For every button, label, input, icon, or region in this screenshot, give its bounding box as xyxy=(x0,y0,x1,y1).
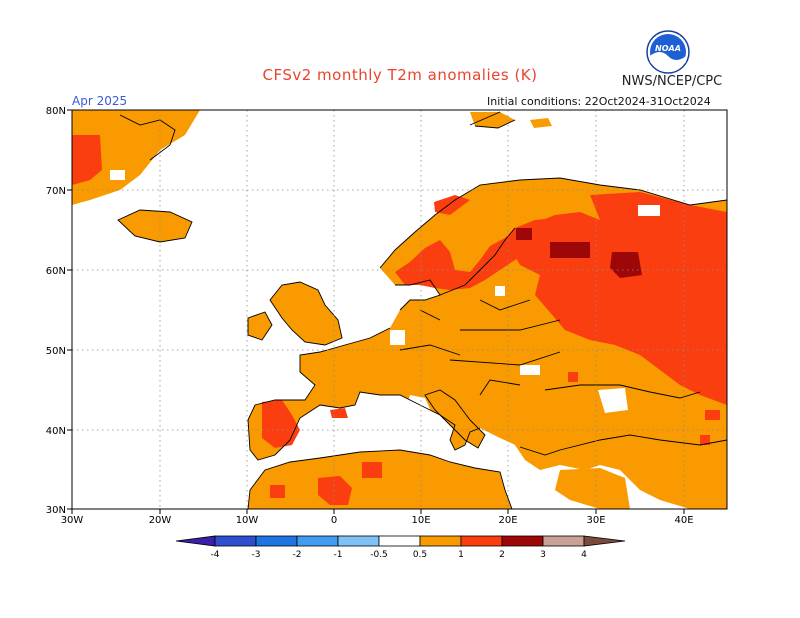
coastlines xyxy=(117,111,727,509)
colorbar-swatch xyxy=(337,535,380,547)
anomaly-fill-neutral xyxy=(110,170,660,502)
colorbar-label: 3 xyxy=(540,550,546,560)
lon-label: 40E xyxy=(674,515,693,526)
colorbar-label: -2 xyxy=(293,550,302,560)
colorbar-label: 0.5 xyxy=(413,550,427,560)
svg-text:NOAA: NOAA xyxy=(655,44,681,53)
colorbar-swatch xyxy=(296,535,339,547)
colorbar-swatch xyxy=(175,535,216,547)
lon-label: 30W xyxy=(61,515,84,526)
lon-label: 10W xyxy=(236,515,259,526)
colorbar-swatch xyxy=(542,535,585,547)
lat-label: 80N xyxy=(46,106,66,117)
anomaly-fill-darkred xyxy=(516,228,642,278)
lat-label: 40N xyxy=(46,426,66,437)
lon-label: 30E xyxy=(586,515,605,526)
colorbar-swatch xyxy=(460,535,503,547)
map-plot-area xyxy=(72,110,727,509)
colorbar-swatch xyxy=(255,535,298,547)
axis-ticks xyxy=(67,109,685,514)
lat-label: 30N xyxy=(46,505,66,516)
chart-title: CFSv2 monthly T2m anomalies (K) xyxy=(262,66,538,84)
noaa-logo: NOAA xyxy=(646,30,690,74)
lon-label: 20E xyxy=(498,515,517,526)
colorbar xyxy=(175,535,626,547)
colorbar-label: -4 xyxy=(211,550,220,560)
valid-month-label: Apr 2025 xyxy=(72,94,128,108)
colorbar-label: 2 xyxy=(499,550,505,560)
colorbar-swatch xyxy=(419,535,462,547)
lat-label: 70N xyxy=(46,186,66,197)
agency-label: NWS/NCEP/CPC xyxy=(621,74,723,89)
initial-conditions-label: Initial conditions: 22Oct2024-31Oct2024 xyxy=(487,95,711,108)
lat-label: 60N xyxy=(46,266,66,277)
colorbar-swatch xyxy=(378,535,421,547)
lon-label: 20W xyxy=(149,515,172,526)
map-frame xyxy=(71,109,728,510)
colorbar-label: 1 xyxy=(458,550,464,560)
colorbar-label: -3 xyxy=(252,550,261,560)
colorbar-label: -0.5 xyxy=(370,550,388,560)
colorbar-label: 4 xyxy=(581,550,587,560)
colorbar-swatch xyxy=(501,535,544,547)
lon-label: 0 xyxy=(331,515,337,526)
colorbar-label: -1 xyxy=(334,550,343,560)
colorbar-swatch xyxy=(583,535,626,547)
lon-labels: 30W 20W 10W 0 10E 20E 30E 40E xyxy=(61,515,694,526)
lon-label: 10E xyxy=(411,515,430,526)
graticule xyxy=(72,110,727,509)
colorbar-swatch xyxy=(214,535,257,547)
lat-label: 50N xyxy=(46,346,66,357)
colorbar-labels: -4 -3 -2 -1 -0.5 0.5 1 2 3 4 xyxy=(211,550,588,560)
lat-labels: 80N 70N 60N 50N 40N 30N xyxy=(46,106,66,516)
